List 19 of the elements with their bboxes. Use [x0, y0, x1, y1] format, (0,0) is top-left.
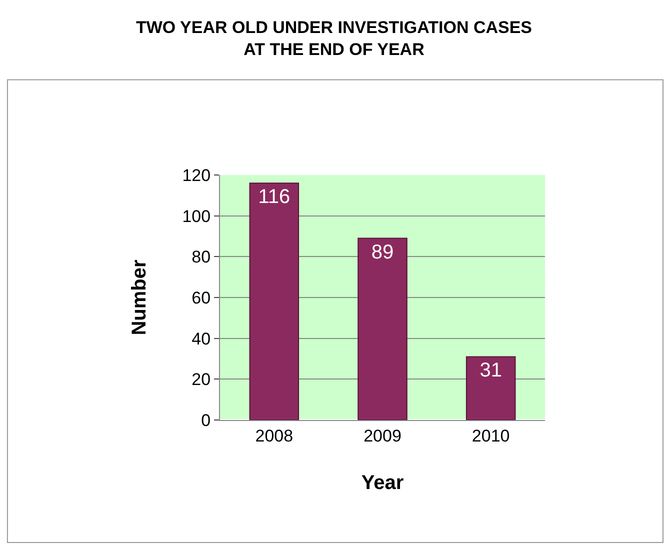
x-tick-label: 2009	[364, 426, 402, 446]
x-axis-title: Year	[361, 472, 404, 494]
y-tick-label: 40	[192, 329, 211, 348]
data-label: 116	[258, 186, 290, 208]
y-axis-title: Number	[128, 260, 151, 336]
y-tick-label: 0	[201, 410, 211, 430]
data-label: 89	[371, 241, 394, 264]
x-tick-label: 2010	[472, 426, 510, 446]
x-tick-label: 2008	[255, 426, 294, 446]
bar	[466, 356, 516, 420]
y-tick-label: 60	[192, 288, 211, 308]
y-tick-label: 20	[192, 370, 211, 390]
data-label: 31	[480, 360, 502, 382]
chart-title: TWO YEAR OLD UNDER INVESTIGATION CASES AT THE END OF YEAR	[136, 18, 532, 60]
bar	[358, 238, 408, 420]
bar	[249, 182, 300, 420]
y-tick-label: 100	[182, 206, 211, 226]
y-tick-label: 120	[182, 166, 211, 185]
y-tick-label: 80	[192, 248, 211, 267]
